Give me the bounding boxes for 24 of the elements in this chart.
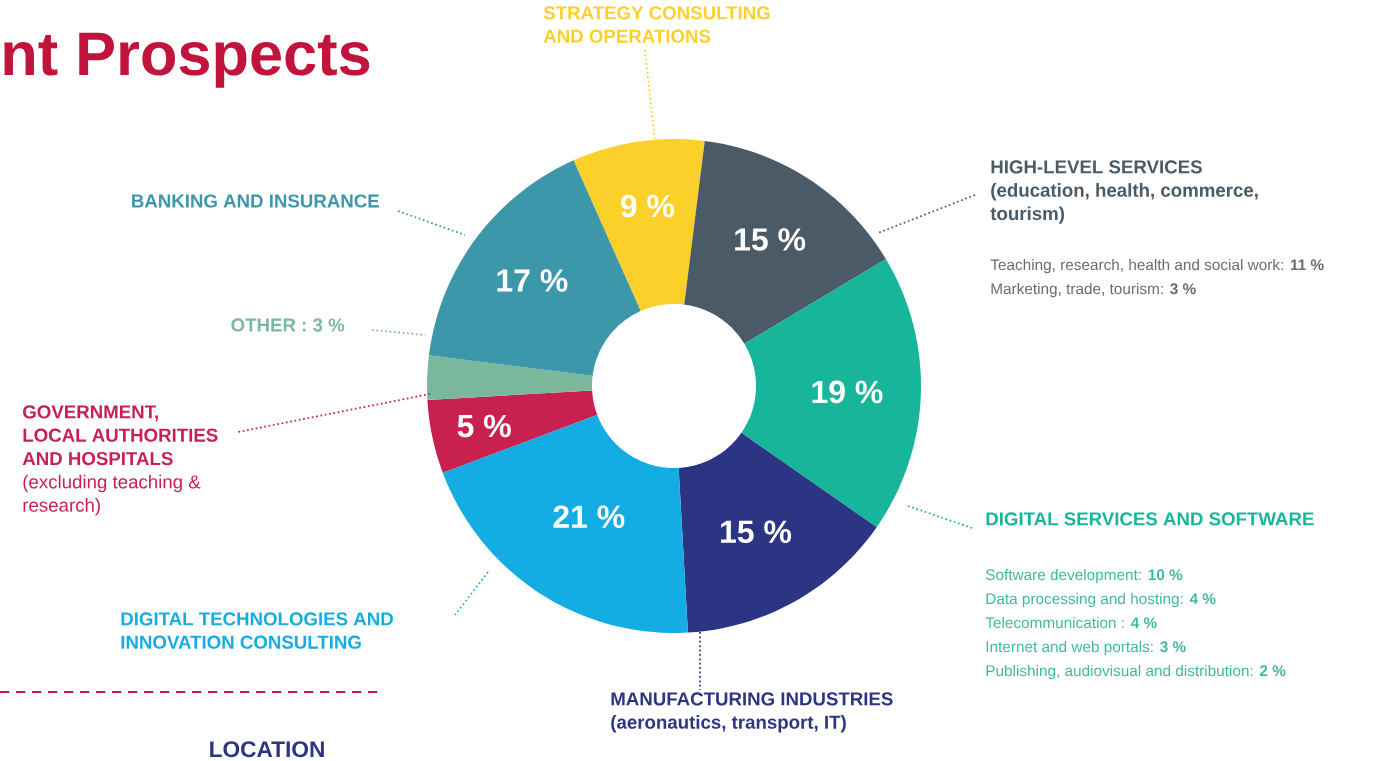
slice-label: HIGH-LEVEL SERVICES (education, health, commerce, tourism): [990, 160, 1258, 224]
slice-label: DIGITAL TECHNOLOGIES AND INNOVATION CONSULTING: [121, 612, 393, 649]
chart-title: nt Prospects: [4, 32, 370, 88]
data-label: 17 %: [497, 269, 568, 292]
data-label: 9 %: [620, 194, 675, 218]
data-label: 15 %: [735, 228, 806, 251]
data-label: 21 %: [553, 505, 625, 528]
text: Publishing, audiovisual and distribution: 2 %: [986, 664, 1286, 680]
slice-label: GOVERNMENT, LOCAL AUTHORITIES AND HOSPITALS (excluding teaching & research): [22, 405, 218, 516]
slice-label: DIGITAL SERVICES AND SOFTWARE: [986, 512, 1314, 526]
text: LOCATION: [210, 741, 324, 758]
text: Marketing, trade, tourism: 3 %: [991, 282, 1196, 298]
legend-label: OTHER : 3 %: [231, 318, 345, 332]
data-label: 5 %: [457, 414, 511, 438]
slice-label: MANUFACTURING INDUSTRIES (aeronautics, transport, IT): [611, 692, 893, 733]
data-label: 15 %: [721, 520, 792, 544]
text: Data processing and hosting: 4 %: [986, 592, 1216, 608]
text: Teaching, research, health and social work: 11 %: [990, 258, 1324, 274]
text: Software development: 10 %: [985, 568, 1183, 584]
slice-label: BANKING AND INSURANCE: [132, 194, 379, 208]
text: Internet and web portals: 3 %: [986, 640, 1186, 656]
data-label: 19 %: [812, 380, 883, 404]
text: Telecommunication : 4 %: [985, 616, 1157, 629]
slice-label: STRATEGY CONSULTING AND OPERATIONS: [543, 6, 770, 43]
